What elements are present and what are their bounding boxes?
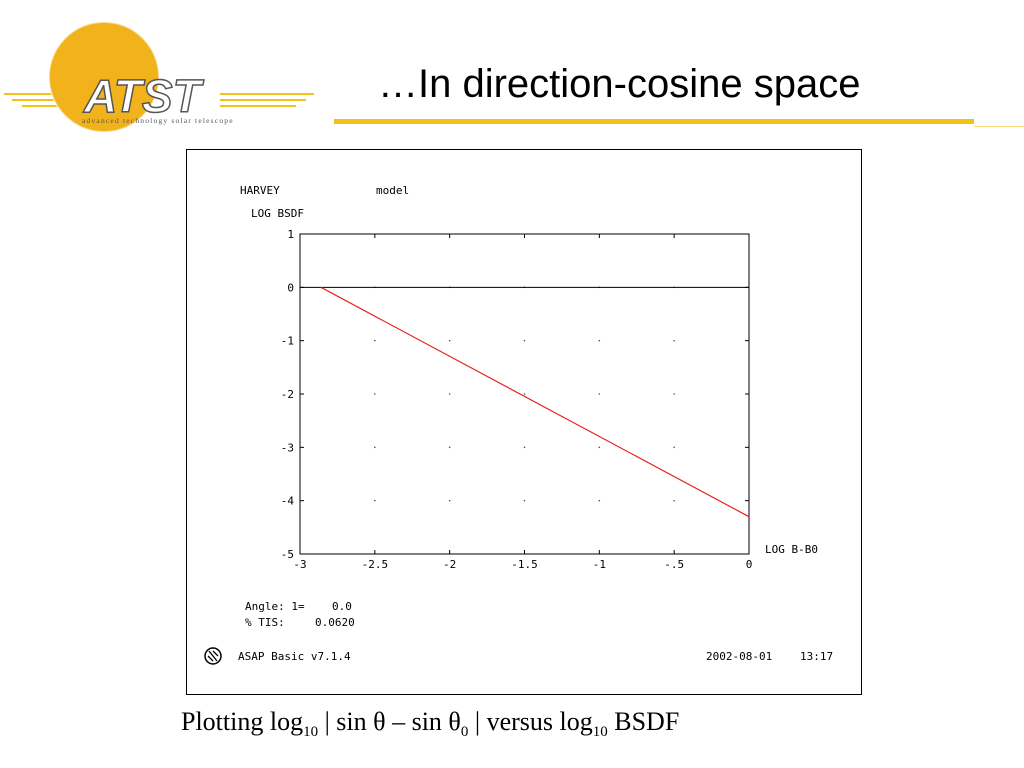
atst-logo: ATST advanced technology solar telescope xyxy=(4,21,314,133)
x-tick-labels: -3 -2.5 -2 -1.5 -1 -.5 0 xyxy=(293,558,752,571)
grid-dot xyxy=(523,393,526,395)
angle-value: 0.0 xyxy=(332,600,352,613)
title-underline xyxy=(334,119,974,124)
asap-icon xyxy=(204,647,222,665)
x-axis-label: LOG B-B0 xyxy=(765,543,818,556)
y-tick-label: -4 xyxy=(281,495,295,508)
y-tick-label: 1 xyxy=(287,228,294,241)
grid-dot xyxy=(374,446,376,449)
plot-header-left: HARVEY xyxy=(240,184,280,197)
plot-frame: HARVEY model LOG BSDF LOG B-B0 -3 -2.5 -2-… xyxy=(186,149,862,695)
grid-dot xyxy=(673,393,675,395)
software-version: ASAP Basic v7.1.4 xyxy=(238,650,351,663)
x-tick-label: -1 xyxy=(593,558,606,571)
grid-dot xyxy=(374,499,376,502)
x-tick-label: -1.5 xyxy=(511,558,538,571)
caption-part-3: | versus log xyxy=(468,707,593,736)
tis-label: % TIS: xyxy=(245,616,285,629)
caption-part-1: Plotting log xyxy=(181,707,304,736)
x-tick-label: -3 xyxy=(293,558,306,571)
bsdf-chart: HARVEY model LOG BSDF LOG B-B0 -3 -2.5 -2-… xyxy=(204,184,833,665)
caption-sub-1: 10 xyxy=(303,724,319,741)
grid-dot xyxy=(523,339,526,342)
grid-dot xyxy=(673,446,675,449)
grid-dot xyxy=(448,339,451,342)
grid-dot xyxy=(598,393,601,395)
caption-part-2: | sin θ – sin θ xyxy=(318,707,461,736)
tis-value: 0.0620 xyxy=(315,616,355,629)
logo-tagline: advanced technology solar telescope xyxy=(82,116,234,125)
series-line xyxy=(320,286,750,518)
y-axis-label: LOG BSDF xyxy=(251,207,304,220)
plot-time: 13:17 xyxy=(800,650,833,663)
grid-dot xyxy=(523,446,526,449)
caption-sub-2: 0 xyxy=(460,724,469,741)
angle-label: Angle: 1= xyxy=(245,600,305,613)
logo-sun-circle xyxy=(49,22,159,132)
grid-dot xyxy=(673,339,675,342)
y-tick-label: -2 xyxy=(281,388,294,401)
grid-dot xyxy=(374,393,376,395)
grid-dot xyxy=(673,499,675,502)
logo-wordmark: ATST xyxy=(83,70,205,122)
grid-dot xyxy=(598,446,601,449)
slide-title: …In direction-cosine space xyxy=(378,62,861,106)
grid-dots xyxy=(374,286,675,502)
y-tick-label: -3 xyxy=(281,441,294,454)
x-tick-label: -2.5 xyxy=(362,558,389,571)
plot-header-model: model xyxy=(376,184,409,197)
grid-dot xyxy=(448,446,451,449)
x-tick-label: 0 xyxy=(746,558,753,571)
title-underline-extension xyxy=(974,126,1024,127)
grid-dot xyxy=(598,499,601,502)
caption-sub-3: 10 xyxy=(592,724,608,741)
x-tick-label: -2 xyxy=(443,558,456,571)
x-tick-label: -.5 xyxy=(664,558,684,571)
series-layer xyxy=(320,286,750,518)
axis-ticks xyxy=(299,233,750,555)
plot-date: 2002-08-01 xyxy=(706,650,772,663)
grid-dot xyxy=(448,499,451,502)
y-tick-label: -5 xyxy=(281,548,294,561)
slide-caption: Plotting log10 | sin θ – sin θ0 | versus… xyxy=(181,707,679,741)
grid-dot xyxy=(374,339,376,342)
y-tick-label: 0 xyxy=(287,281,294,294)
grid-dot xyxy=(448,393,451,395)
y-tick-labels: 1 0 -1 -2 -3 -4 -5 xyxy=(281,228,295,561)
y-tick-label: -1 xyxy=(281,335,294,348)
grid-dot xyxy=(523,499,526,502)
grid-dot xyxy=(598,339,601,342)
caption-part-4: BSDF xyxy=(607,707,680,736)
